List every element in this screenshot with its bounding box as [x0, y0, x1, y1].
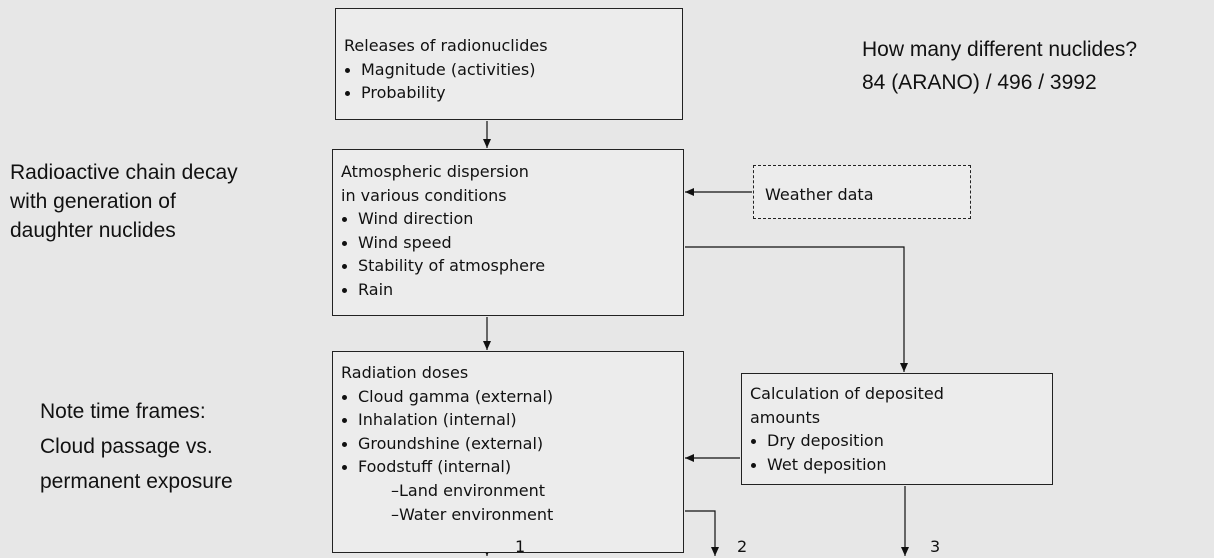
bullet-text: Wind speed — [358, 232, 452, 252]
note-text: with generation of — [10, 190, 176, 213]
bullet-text: Inhalation (internal) — [358, 410, 517, 430]
box-text: in various conditions — [341, 185, 507, 205]
bullet-text: Dry deposition — [767, 431, 884, 451]
bullet-text: Wind direction — [358, 209, 474, 229]
bullet-item: Probability — [344, 83, 446, 103]
bullet-text: Wet deposition — [767, 454, 887, 474]
bullet — [342, 465, 347, 471]
bullet-item: Dry deposition — [750, 431, 884, 451]
note-text: 84 (ARANO) / 496 / 3992 — [862, 71, 1097, 94]
bullet-item: Groundshine (external) — [341, 434, 543, 454]
box-text: amounts — [750, 407, 821, 427]
output-label: 3 — [930, 537, 941, 556]
box-text: Releases of radionuclides — [344, 36, 548, 55]
box-text: Weather data — [765, 185, 874, 204]
bullet — [342, 441, 347, 447]
note-text: Cloud passage vs. — [40, 435, 213, 458]
box-text: Atmospheric dispersion — [341, 162, 529, 181]
bullet-text: Groundshine (external) — [358, 433, 544, 453]
bullet — [345, 91, 350, 97]
box: Radiation doses Cloud gamma (external) Inh… — [332, 351, 684, 553]
box: Releases of radionuclides Magnitude (acti… — [335, 8, 683, 120]
bullet-item: Cloud gamma (external) — [341, 387, 553, 407]
bullet-item: Inhalation (internal) — [341, 410, 517, 430]
bullet — [342, 288, 347, 293]
bullet — [751, 439, 756, 445]
bullet — [342, 418, 347, 424]
output-label: 1 — [515, 537, 526, 556]
box: Calculation of deposited amounts Dry depos… — [741, 373, 1053, 485]
bullet-item: Wet deposition — [750, 455, 886, 475]
note-text: How many different nuclides? — [862, 38, 1138, 61]
box: Atmospheric dispersion in various conditi… — [332, 149, 684, 316]
bullet-item: Wind direction — [341, 209, 473, 229]
bullet — [342, 264, 347, 270]
bullet-text: Cloud gamma (external) — [358, 386, 554, 406]
bullet-item: Wind speed — [341, 233, 452, 253]
bullet — [342, 394, 347, 400]
bullet — [345, 67, 350, 73]
sub-item: –Land environment — [391, 481, 545, 500]
bullet-item: Magnitude (activities) — [344, 60, 535, 80]
bullet — [751, 462, 756, 468]
bullet-item: Stability of atmosphere — [341, 256, 545, 276]
bullet-text: Probability — [361, 83, 446, 103]
output-label: 2 — [737, 537, 748, 556]
note-text: Radioactive chain decay — [10, 161, 238, 184]
box-text: Radiation doses — [341, 363, 469, 382]
bullet — [342, 240, 347, 246]
bullet — [342, 217, 347, 223]
bullet-text: Rain — [358, 280, 394, 299]
arrow — [685, 246, 908, 372]
sub-item: –Water environment — [391, 504, 554, 524]
box: Weather data — [753, 165, 971, 219]
bullet-item: Rain — [341, 280, 393, 300]
note-text: permanent exposure — [40, 470, 233, 493]
arrow — [685, 510, 719, 556]
box-text: Calculation of deposited — [750, 384, 944, 403]
bullet-text: Stability of atmosphere — [358, 256, 546, 276]
bullet-text: Magnitude (activities) — [361, 59, 536, 79]
note-text: daughter nuclides — [10, 219, 176, 242]
bullet-item: Foodstuff (internal) — [341, 457, 511, 477]
note-text: Note time frames: — [40, 400, 206, 423]
bullet-text: Foodstuff (internal) — [358, 457, 512, 477]
